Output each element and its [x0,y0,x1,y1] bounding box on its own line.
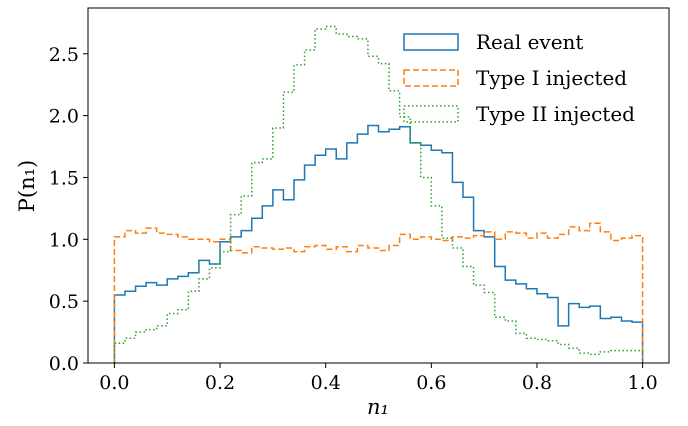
y-tick-label: 1.0 [49,229,79,251]
x-tick-label: 0.2 [205,372,235,394]
series-2-step-line [113,222,644,363]
series-3-step-line [113,25,644,363]
x-axis: 0.0 0.2 0.4 0.6 0.8 1.0 [99,363,658,394]
y-axis-label: P(n₁) [15,160,39,212]
y-tick-label: 2.0 [49,106,79,128]
series-1-step-line [113,124,644,363]
x-tick-label: 1.0 [627,372,657,394]
legend-label-series-1: Real event [476,30,583,54]
y-tick-label: 0.5 [49,291,79,313]
plot-frame [87,7,670,364]
legend-label-series-3: Type II injected [476,102,635,126]
x-tick-label: 0.0 [99,372,129,394]
y-axis: 0.0 0.5 1.0 1.5 2.0 2.5 [49,44,88,375]
legend-label-series-2: Type I injected [476,66,627,90]
legend-swatch-series-1 [403,33,459,51]
x-tick-label: 0.6 [416,372,446,394]
x-axis-label: n₁ [367,395,389,419]
legend-swatch-series-3 [403,105,459,123]
y-tick-label: 1.5 [49,167,79,189]
y-tick-label: 0.0 [49,353,79,375]
x-tick-label: 0.8 [522,372,552,394]
x-tick-label: 0.4 [311,372,341,394]
plot-content [113,25,644,363]
y-tick-label: 2.5 [49,44,79,66]
legend-swatch-series-2 [403,69,459,87]
legend: Real event Type I injected Type II injecte… [403,30,635,126]
